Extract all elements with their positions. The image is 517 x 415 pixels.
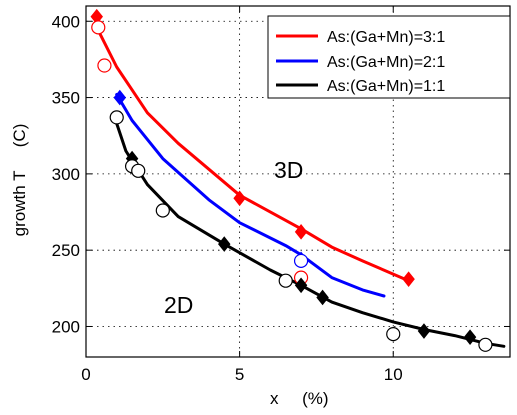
x-tick-label: 5 (235, 365, 244, 384)
diamond-marker (316, 289, 329, 306)
y-tick-label: 400 (52, 12, 80, 31)
diamond-marker (402, 271, 415, 287)
diamond-marker (113, 89, 127, 106)
diamond-marker (417, 323, 431, 339)
circle-marker (91, 20, 106, 35)
diamond-marker (218, 236, 231, 252)
legend-entry-1-1: As:(Ga+Mn)=1:1 (327, 78, 445, 95)
series-line (115, 122, 506, 348)
x-tick-label: 0 (81, 365, 90, 384)
circle-marker (293, 253, 309, 268)
circle-marker (278, 273, 293, 288)
circle-marker (478, 337, 493, 352)
circle-marker (155, 203, 170, 218)
x-axis-label: x (%) (270, 389, 329, 408)
series-line (115, 93, 386, 298)
legend-entry-2-1: As:(Ga+Mn)=2:1 (327, 54, 445, 71)
series-markers (109, 110, 493, 352)
axes-box (85, 5, 511, 358)
x-tick-label: 10 (384, 365, 403, 384)
ticks: 0 5 10 200 250 300 350 400 (52, 6, 510, 384)
diamond-marker (233, 190, 246, 207)
circle-marker (131, 163, 146, 178)
diamond-marker (294, 277, 308, 294)
y-tick-label: 200 (52, 317, 80, 336)
diamond-marker (463, 329, 477, 345)
y-tick-label: 300 (52, 165, 80, 184)
diamond-marker (294, 224, 308, 240)
circle-marker (97, 58, 112, 73)
legend-entry-3-1: As:(Ga+Mn)=3:1 (327, 29, 445, 46)
plot-area (90, 8, 506, 352)
circle-marker (386, 327, 401, 342)
region-label-2d: 2D (164, 292, 193, 318)
y-axis-label: growth T (C) (10, 124, 29, 237)
series-3 (115, 122, 506, 348)
legend: As:(Ga+Mn)=3:1 As:(Ga+Mn)=2:1 As:(Ga+Mn)… (267, 15, 511, 99)
y-tick-label: 350 (52, 89, 80, 108)
series-markers (113, 89, 309, 268)
series-2 (115, 93, 386, 298)
y-tick-label: 250 (52, 241, 80, 260)
circle-marker (109, 110, 124, 125)
region-label-3d: 3D (274, 157, 303, 183)
